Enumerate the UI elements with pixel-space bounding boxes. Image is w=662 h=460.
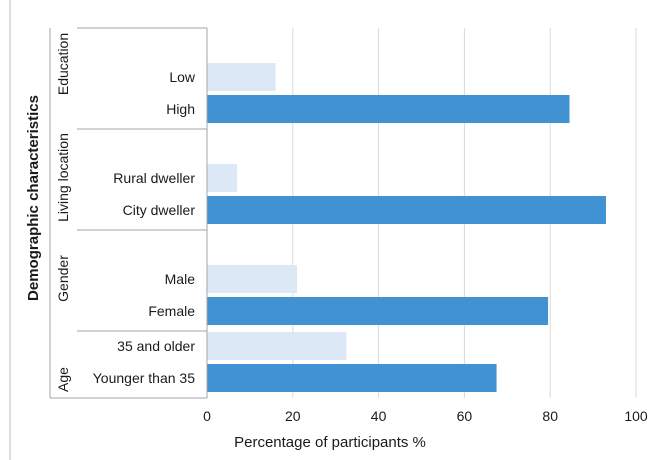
group-label: Gender bbox=[55, 255, 71, 302]
group-label: Education bbox=[55, 33, 71, 95]
group-label: Living location bbox=[55, 133, 71, 222]
bar bbox=[207, 332, 347, 360]
category-label: High bbox=[166, 101, 195, 117]
category-label: Female bbox=[148, 303, 195, 319]
x-tick-label: 20 bbox=[285, 408, 301, 424]
category-labels: Low High Rural dweller City dweller Male Fema… bbox=[93, 69, 196, 386]
x-tick-label: 100 bbox=[624, 408, 648, 424]
x-tick-labels: 0 20 40 60 80 100 bbox=[203, 408, 648, 424]
category-label: Rural dweller bbox=[113, 170, 195, 186]
bar bbox=[207, 63, 276, 91]
x-tick-label: 0 bbox=[203, 408, 211, 424]
bar bbox=[207, 95, 570, 123]
category-frame bbox=[9, 0, 208, 460]
category-label: Younger than 35 bbox=[93, 370, 195, 386]
x-tick-label: 60 bbox=[457, 408, 473, 424]
bars bbox=[207, 63, 606, 392]
bar bbox=[207, 164, 238, 192]
bar bbox=[207, 265, 298, 293]
category-label: Male bbox=[165, 271, 196, 287]
group-label: Age bbox=[55, 367, 71, 392]
x-tick-label: 80 bbox=[542, 408, 558, 424]
bar bbox=[207, 297, 549, 325]
x-axis-title: Percentage of participants % bbox=[234, 434, 426, 451]
y-axis-title: Demographic characteristics bbox=[25, 95, 42, 301]
bar bbox=[207, 364, 497, 392]
category-label: City dweller bbox=[123, 202, 196, 218]
category-label: 35 and older bbox=[117, 338, 195, 354]
bar bbox=[207, 196, 606, 224]
x-tick-label: 40 bbox=[371, 408, 387, 424]
category-label: Low bbox=[169, 69, 196, 85]
group-labels: Education Living location Gender Age bbox=[55, 33, 71, 392]
